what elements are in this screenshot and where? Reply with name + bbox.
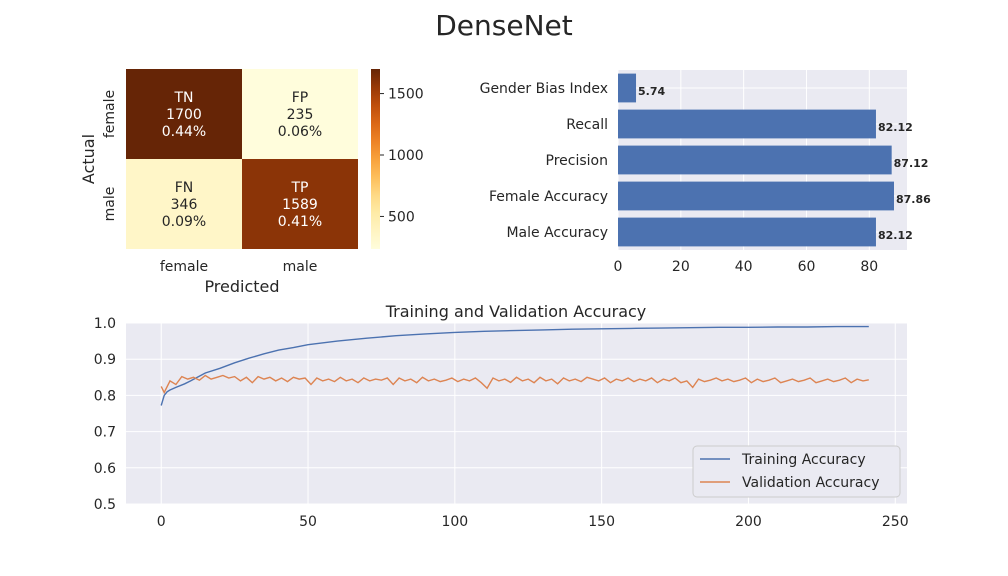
cm-xlabel: Predicted bbox=[204, 277, 279, 296]
cm-cell-text: 0.44% bbox=[162, 124, 206, 140]
legend-box bbox=[692, 445, 901, 498]
bar-value-label: 87.86 bbox=[896, 193, 931, 206]
validation-accuracy-line bbox=[160, 374, 869, 395]
line-xtick: 0 bbox=[157, 514, 166, 530]
legend-label: Validation Accuracy bbox=[742, 475, 880, 491]
bar-category-label: Recall bbox=[566, 117, 608, 133]
bar-category-label: Male Accuracy bbox=[506, 225, 608, 241]
bar-category-label: Precision bbox=[546, 153, 608, 169]
line-ytick: 1.0 bbox=[94, 316, 116, 332]
cm-xtick: female bbox=[160, 259, 208, 275]
bar-category-label: Female Accuracy bbox=[489, 189, 608, 205]
legend-label: Training Accuracy bbox=[741, 452, 866, 468]
bar-xtick: 80 bbox=[860, 259, 878, 275]
cm-cell-text: 1700 bbox=[166, 107, 202, 123]
cm-cell bbox=[242, 69, 358, 159]
colorbar-tick-label: 1500 bbox=[388, 87, 424, 103]
bar bbox=[618, 73, 637, 103]
line-ytick: 0.6 bbox=[94, 461, 116, 477]
line-xtick: 100 bbox=[441, 514, 468, 530]
bar-xtick: 40 bbox=[735, 259, 753, 275]
cm-cell-text: 346 bbox=[171, 197, 198, 213]
colorbar-tick-label: 1000 bbox=[388, 148, 424, 164]
line-chart-title: Training and Validation Accuracy bbox=[385, 302, 647, 321]
bar bbox=[618, 181, 894, 211]
line-xtick: 150 bbox=[588, 514, 615, 530]
colorbar bbox=[371, 69, 380, 249]
training-accuracy-line bbox=[160, 325, 869, 406]
cm-cell bbox=[126, 69, 242, 159]
cm-cell-text: 0.09% bbox=[162, 214, 206, 230]
cm-xtick: male bbox=[283, 259, 318, 275]
line-ytick: 0.9 bbox=[94, 352, 116, 368]
line-ytick: 0.7 bbox=[94, 425, 116, 441]
bar-xtick: 60 bbox=[798, 259, 816, 275]
cm-cell-text: FN bbox=[175, 180, 194, 196]
cm-cell-text: TP bbox=[291, 180, 309, 196]
accuracy-line-chart: 0 50 100 150 200 250 0.5 0.6 0.7 0.8 0.9 1.0 Traini… bbox=[94, 302, 909, 530]
bar bbox=[618, 109, 876, 139]
line-ytick: 0.8 bbox=[94, 388, 116, 404]
bar-value-label: 5.74 bbox=[638, 85, 665, 98]
line-xtick: 250 bbox=[882, 514, 909, 530]
cm-cell-text: 235 bbox=[287, 107, 314, 123]
cm-cell-text: FP bbox=[292, 90, 309, 106]
line-xtick: 200 bbox=[735, 514, 762, 530]
line-ytick: 0.5 bbox=[94, 497, 116, 513]
cm-cell bbox=[242, 159, 358, 249]
bar bbox=[618, 145, 892, 175]
colorbar-tick-label: 500 bbox=[388, 209, 415, 225]
bar bbox=[618, 217, 876, 247]
cm-cell bbox=[126, 159, 242, 249]
cm-cell-text: TN bbox=[173, 90, 193, 106]
cm-cell-text: 0.06% bbox=[278, 124, 322, 140]
bar-xtick: 20 bbox=[672, 259, 690, 275]
bar-value-label: 82.12 bbox=[878, 229, 913, 242]
cm-ytick: male bbox=[102, 187, 118, 222]
cm-ylabel: Actual bbox=[79, 134, 98, 184]
figure-title: DenseNet bbox=[435, 9, 573, 42]
cm-cell-text: 0.41% bbox=[278, 214, 322, 230]
bar-category-label: Gender Bias Index bbox=[480, 81, 608, 97]
cm-cell-text: 1589 bbox=[282, 197, 318, 213]
bar-value-label: 82.12 bbox=[878, 121, 913, 134]
bar-value-label: 87.12 bbox=[894, 157, 929, 170]
metrics-bar-chart: 0 20 40 60 80 Gender Bias Index 5.74 Recall 82.… bbox=[480, 70, 931, 275]
bar-xtick: 0 bbox=[614, 259, 623, 275]
cm-ytick: female bbox=[102, 90, 118, 138]
legend: Training Accuracy Validation Accuracy bbox=[692, 445, 901, 498]
line-xtick: 50 bbox=[299, 514, 317, 530]
